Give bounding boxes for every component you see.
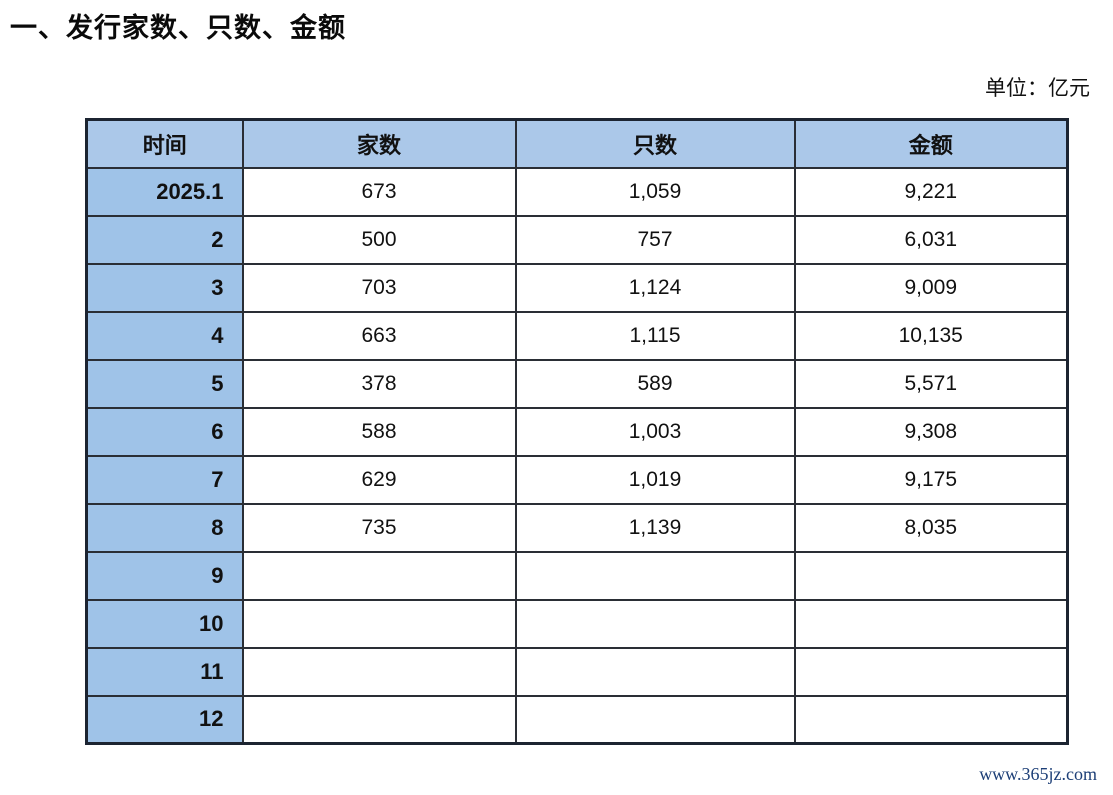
table-row: 10 [85,598,1069,649]
cell-amount: 10,135 [793,310,1069,361]
cell-issue-count: 589 [514,358,796,409]
cell-issuer-count [241,646,517,697]
cell-issue-count: 1,139 [514,502,796,553]
table-row: 2 500 757 6,031 [85,214,1069,265]
table-row: 9 [85,550,1069,601]
table-row: 11 [85,646,1069,697]
table-row: 8 735 1,139 8,035 [85,502,1069,553]
row-time-label: 3 [85,262,244,313]
cell-issuer-count [241,694,517,745]
cell-amount [793,550,1069,601]
row-time-label: 5 [85,358,244,409]
row-time-label: 12 [85,694,244,745]
unit-label: 单位：亿元 [985,77,1090,100]
cell-issuer-count: 703 [241,262,517,313]
cell-amount: 9,308 [793,406,1069,457]
row-time-label: 7 [85,454,244,505]
cell-issuer-count [241,598,517,649]
column-header-time: 时间 [85,118,244,169]
row-time-label: 6 [85,406,244,457]
row-time-label: 9 [85,550,244,601]
cell-issue-count [514,550,796,601]
cell-amount: 8,035 [793,502,1069,553]
table-header-row: 时间 家数 只数 金额 [85,118,1069,169]
table-row: 4 663 1,115 10,135 [85,310,1069,361]
cell-issue-count [514,646,796,697]
cell-amount: 9,009 [793,262,1069,313]
cell-issuer-count: 735 [241,502,517,553]
row-time-label: 4 [85,310,244,361]
cell-issue-count: 1,019 [514,454,796,505]
row-time-label: 2 [85,214,244,265]
cell-issuer-count: 663 [241,310,517,361]
cell-issuer-count: 378 [241,358,517,409]
cell-issuer-count [241,550,517,601]
cell-amount: 9,175 [793,454,1069,505]
column-header-issue-count: 只数 [514,118,796,169]
table-row: 12 [85,694,1069,745]
watermark: www.365jz.com [979,764,1097,784]
row-time-label: 8 [85,502,244,553]
column-header-amount: 金额 [793,118,1069,169]
cell-amount: 5,571 [793,358,1069,409]
table-row: 2025.1 673 1,059 9,221 [85,166,1069,217]
cell-issuer-count: 673 [241,166,517,217]
cell-amount [793,598,1069,649]
row-time-label: 2025.1 [85,166,244,217]
row-time-label: 10 [85,598,244,649]
cell-issue-count: 1,124 [514,262,796,313]
cell-amount [793,646,1069,697]
table-row: 3 703 1,124 9,009 [85,262,1069,313]
cell-amount [793,694,1069,745]
cell-issuer-count: 500 [241,214,517,265]
cell-issue-count: 1,115 [514,310,796,361]
cell-issue-count [514,598,796,649]
cell-issue-count: 757 [514,214,796,265]
row-time-label: 11 [85,646,244,697]
cell-amount: 9,221 [793,166,1069,217]
cell-issue-count: 1,059 [514,166,796,217]
table-row: 5 378 589 5,571 [85,358,1069,409]
cell-issuer-count: 588 [241,406,517,457]
table-row: 6 588 1,003 9,308 [85,406,1069,457]
issuance-table: 时间 家数 只数 金额 2025.1 673 1,059 9,221 2 500… [85,118,1069,745]
cell-amount: 6,031 [793,214,1069,265]
cell-issue-count: 1,003 [514,406,796,457]
table-row: 7 629 1,019 9,175 [85,454,1069,505]
column-header-issuer-count: 家数 [241,118,517,169]
cell-issue-count [514,694,796,745]
page-title: 一、发行家数、只数、金额 [10,13,346,43]
cell-issuer-count: 629 [241,454,517,505]
